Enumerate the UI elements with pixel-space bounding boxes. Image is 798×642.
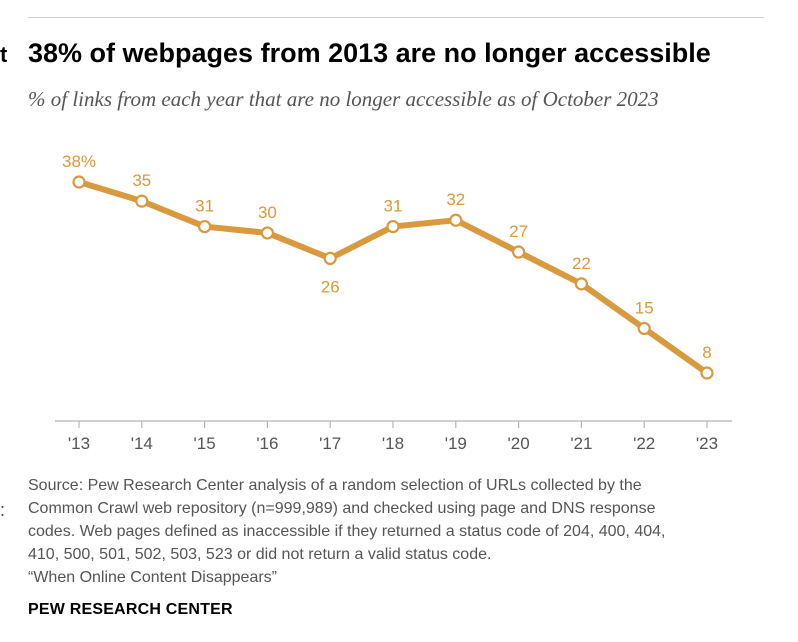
x-tick-label: '16 [256, 434, 278, 453]
data-point [700, 366, 714, 380]
x-tick-label: '21 [570, 434, 592, 453]
data-label: 31 [384, 197, 403, 216]
x-tick-label: '15 [194, 434, 216, 453]
x-tick-label: '22 [633, 434, 655, 453]
x-tick-label: '18 [382, 434, 404, 453]
data-point [449, 213, 463, 227]
x-tick-label: '17 [319, 434, 341, 453]
data-point [511, 245, 526, 259]
x-tick-label: '13 [68, 434, 90, 453]
x-tick-label: '23 [696, 434, 718, 453]
cropped-edge-colon: : [0, 500, 6, 520]
chart-title: 38% of webpages from 2013 are no longer … [28, 38, 711, 68]
x-tick-label: '14 [131, 434, 153, 453]
report-title-note: “When Online Content Disappears” [28, 569, 278, 586]
data-label: 27 [509, 222, 528, 241]
data-point [260, 226, 274, 240]
source-line: codes. Web pages defined as inaccessible… [28, 523, 666, 540]
data-label: 31 [195, 197, 214, 216]
cropped-edge-text: t [0, 42, 8, 67]
data-point [198, 219, 212, 234]
data-label: 30 [258, 203, 277, 222]
data-label: 35 [132, 171, 151, 190]
x-tick-label: '19 [445, 434, 467, 453]
data-label: 26 [321, 277, 340, 296]
data-label: 15 [635, 298, 654, 317]
data-point [72, 175, 86, 189]
source-line: Source: Pew Research Center analysis of … [28, 477, 642, 494]
x-tick-label: '20 [508, 434, 530, 453]
source-line: Common Crawl web repository (n=999,989) … [28, 500, 656, 517]
line-chart: 38% 35 31 30 26 31 32 27 22 15 8 '13 '14 '15 '16 '17 '1… [55, 152, 732, 453]
data-label: 32 [446, 190, 465, 209]
data-point [386, 219, 400, 234]
data-point [637, 321, 651, 336]
source-line: 410, 500, 501, 502, 503, 523 or did not … [28, 546, 492, 563]
data-label: 8 [702, 343, 711, 362]
data-label: 22 [572, 254, 591, 273]
data-point [135, 194, 149, 208]
data-point [574, 277, 589, 291]
brand-logo-text: PEW RESEARCH CENTER [28, 601, 233, 618]
data-point [323, 251, 337, 265]
data-label: 38% [62, 152, 96, 171]
top-rule [28, 17, 764, 18]
source-note: Source: Pew Research Center analysis of … [28, 474, 768, 589]
chart-subtitle: % of links from each year that are no lo… [28, 87, 659, 111]
